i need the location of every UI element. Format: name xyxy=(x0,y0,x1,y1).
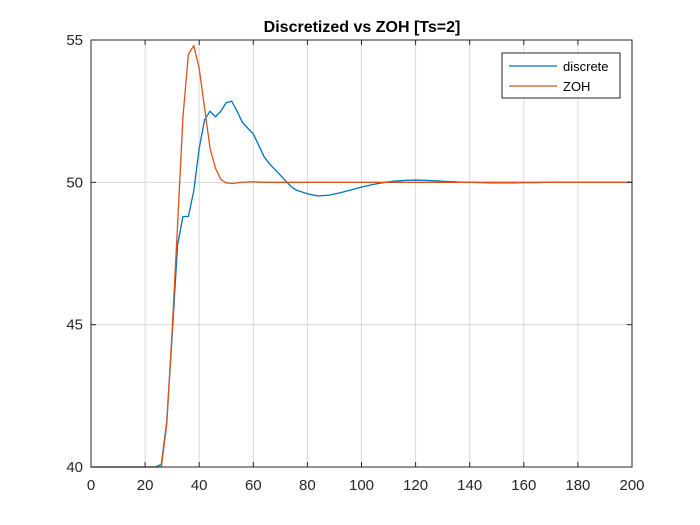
y-tick-label: 50 xyxy=(66,174,83,191)
x-tick-label: 0 xyxy=(87,477,95,494)
series-line-zoh xyxy=(90,45,633,468)
ticks: 0 20 40 60 80 100 120 140 160 180 200 40 45 50 55 xyxy=(66,32,644,494)
x-tick-label: 160 xyxy=(511,477,536,494)
y-tick-label: 45 xyxy=(66,317,83,334)
legend-box xyxy=(501,52,621,99)
x-tick-label: 40 xyxy=(191,477,208,494)
x-tick-label: 200 xyxy=(619,477,644,494)
x-tick-label: 140 xyxy=(457,477,482,494)
series-layer xyxy=(90,45,633,468)
legend-label-discrete: discrete xyxy=(563,59,609,74)
grid xyxy=(91,40,632,467)
x-tick-label: 20 xyxy=(137,477,154,494)
x-tick-label: 120 xyxy=(403,477,428,494)
x-tick-label: 100 xyxy=(349,477,374,494)
x-tick-label: 60 xyxy=(245,477,262,494)
chart-title: Discretized vs ZOH [Ts=2] xyxy=(264,19,461,36)
y-tick-label: 40 xyxy=(66,459,83,476)
x-tick-label: 80 xyxy=(299,477,316,494)
x-tick-label: 180 xyxy=(565,477,590,494)
y-tick-label: 55 xyxy=(66,32,83,49)
legend-label-zoh: ZOH xyxy=(563,79,590,94)
legend: discrete ZOH xyxy=(501,52,621,99)
